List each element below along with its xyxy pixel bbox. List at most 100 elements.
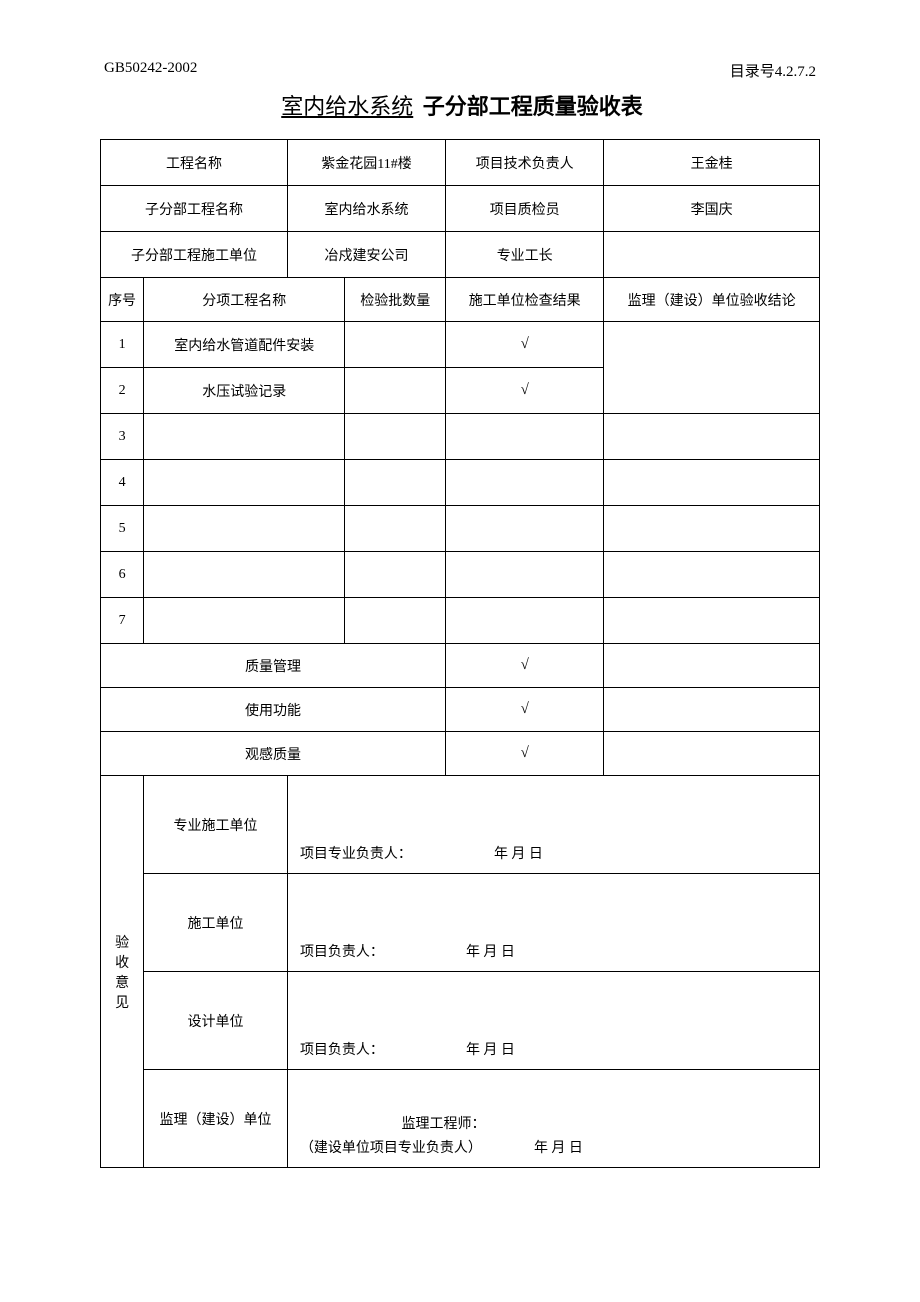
acceptance-row: 设计单位 项目负责人： 年 月 日: [101, 972, 820, 1070]
item-conclusion: [604, 552, 820, 598]
item-name: 水压试验记录: [144, 368, 345, 414]
acceptance-date: 年 月 日: [482, 843, 543, 863]
meta-row-1: 工程名称 紫金花园11#楼 项目技术负责人 王金桂: [101, 140, 820, 186]
item-result: [446, 552, 604, 598]
item-conclusion: [604, 322, 820, 414]
construction-unit-value: 冶戍建安公司: [287, 232, 445, 278]
item-batch: [345, 506, 446, 552]
col-seq: 序号: [101, 278, 144, 322]
summary-conclusion: [604, 732, 820, 776]
item-name: 室内给水管道配件安装: [144, 322, 345, 368]
summary-conclusion: [604, 644, 820, 688]
item-name: [144, 460, 345, 506]
item-result: √: [446, 322, 604, 368]
acceptance-role-2: （建设单位项目专业负责人）: [300, 1137, 482, 1157]
item-result: [446, 460, 604, 506]
acceptance-role: 项目负责人：: [300, 1039, 384, 1059]
doc-title: 室内给水系统 子分部工程质量验收表: [100, 89, 820, 121]
item-name: [144, 598, 345, 644]
item-batch: [345, 368, 446, 414]
summary-label: 观感质量: [101, 732, 446, 776]
acceptance-role: 项目负责人：: [300, 941, 384, 961]
item-seq: 6: [101, 552, 144, 598]
item-batch: [345, 552, 446, 598]
sub-project-name-label: 子分部工程名称: [101, 186, 288, 232]
item-result: [446, 598, 604, 644]
col-result: 施工单位检查结果: [446, 278, 604, 322]
qc-inspector-value: 李国庆: [604, 186, 820, 232]
acceptance-sign-area: 项目负责人： 年 月 日: [287, 972, 819, 1070]
column-header-row: 序号 分项工程名称 检验批数量 施工单位检查结果 监理（建设）单位验收结论: [101, 278, 820, 322]
summary-conclusion: [604, 688, 820, 732]
title-main: 子分部工程质量验收表: [423, 94, 643, 119]
summary-result: √: [446, 732, 604, 776]
item-conclusion: [604, 460, 820, 506]
acceptance-row-last: 监理（建设）单位 监理工程师： （建设单位项目专业负责人） 年 月 日: [101, 1070, 820, 1168]
acceptance-role: 项目专业负责人：: [300, 843, 412, 863]
item-name: [144, 552, 345, 598]
inspection-table: 工程名称 紫金花园11#楼 项目技术负责人 王金桂 子分部工程名称 室内给水系统…: [100, 139, 820, 1168]
acceptance-row: 施工单位 项目负责人： 年 月 日: [101, 874, 820, 972]
tech-lead-value: 王金桂: [604, 140, 820, 186]
sub-project-name-value: 室内给水系统: [287, 186, 445, 232]
item-row: 4: [101, 460, 820, 506]
tech-lead-label: 项目技术负责人: [446, 140, 604, 186]
item-name: [144, 506, 345, 552]
item-row: 7: [101, 598, 820, 644]
item-row: 3: [101, 414, 820, 460]
summary-label: 使用功能: [101, 688, 446, 732]
acceptance-sign-area: 项目专业负责人： 年 月 日: [287, 776, 819, 874]
item-result: [446, 506, 604, 552]
meta-row-3: 子分部工程施工单位 冶戍建安公司 专业工长: [101, 232, 820, 278]
summary-label: 质量管理: [101, 644, 446, 688]
foreman-value: [604, 232, 820, 278]
item-seq: 7: [101, 598, 144, 644]
acceptance-date: 年 月 日: [522, 1137, 583, 1157]
acceptance-group-label: 验 收 意 见: [101, 776, 144, 1168]
item-seq: 4: [101, 460, 144, 506]
col-conclusion: 监理（建设）单位验收结论: [604, 278, 820, 322]
standard-code: GB50242-2002: [104, 60, 197, 81]
item-result: [446, 414, 604, 460]
acceptance-unit: 监理（建设）单位: [144, 1070, 288, 1168]
title-prefix: 室内给水系统: [277, 94, 417, 119]
item-seq: 1: [101, 322, 144, 368]
acceptance-row: 验 收 意 见 专业施工单位 项目专业负责人： 年 月 日: [101, 776, 820, 874]
meta-row-2: 子分部工程名称 室内给水系统 项目质检员 李国庆: [101, 186, 820, 232]
acceptance-role: 监理工程师：: [401, 1113, 485, 1133]
summary-result: √: [446, 644, 604, 688]
summary-result: √: [446, 688, 604, 732]
acceptance-sign-area: 监理工程师： （建设单位项目专业负责人） 年 月 日: [287, 1070, 819, 1168]
project-name-value: 紫金花园11#楼: [287, 140, 445, 186]
acceptance-date: 年 月 日: [454, 941, 515, 961]
item-seq: 3: [101, 414, 144, 460]
item-batch: [345, 460, 446, 506]
summary-row: 使用功能 √: [101, 688, 820, 732]
foreman-label: 专业工长: [446, 232, 604, 278]
acceptance-unit: 专业施工单位: [144, 776, 288, 874]
item-conclusion: [604, 506, 820, 552]
acceptance-unit: 施工单位: [144, 874, 288, 972]
item-row: 6: [101, 552, 820, 598]
item-seq: 2: [101, 368, 144, 414]
item-batch: [345, 598, 446, 644]
item-row: 1 室内给水管道配件安装 √: [101, 322, 820, 368]
summary-row: 质量管理 √: [101, 644, 820, 688]
item-conclusion: [604, 414, 820, 460]
qc-inspector-label: 项目质检员: [446, 186, 604, 232]
acceptance-sign-area: 项目负责人： 年 月 日: [287, 874, 819, 972]
item-name: [144, 414, 345, 460]
construction-unit-label: 子分部工程施工单位: [101, 232, 288, 278]
item-conclusion: [604, 598, 820, 644]
item-row: 5: [101, 506, 820, 552]
item-result: √: [446, 368, 604, 414]
project-name-label: 工程名称: [101, 140, 288, 186]
item-batch: [345, 322, 446, 368]
col-name: 分项工程名称: [144, 278, 345, 322]
item-batch: [345, 414, 446, 460]
acceptance-date: 年 月 日: [454, 1039, 515, 1059]
summary-row: 观感质量 √: [101, 732, 820, 776]
catalog-number: 目录号4.2.7.2: [730, 60, 816, 81]
doc-header: GB50242-2002 目录号4.2.7.2: [100, 60, 820, 81]
acceptance-unit: 设计单位: [144, 972, 288, 1070]
